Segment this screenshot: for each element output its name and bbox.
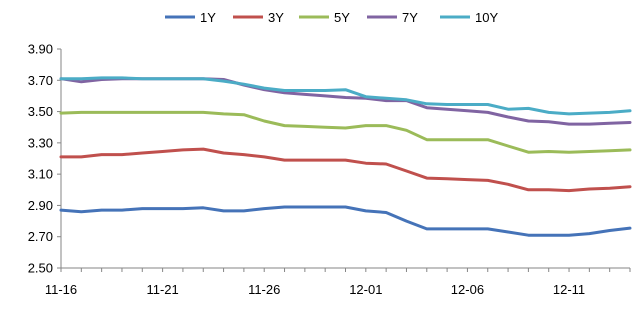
- y-tick-label: 2.50: [28, 261, 53, 276]
- x-tick-label: 11-21: [146, 282, 178, 297]
- y-tick-label: 3.10: [28, 167, 53, 182]
- series-line-3y: [59, 147, 632, 193]
- legend-label: 5Y: [334, 10, 350, 25]
- y-tick-label: 3.90: [28, 42, 53, 57]
- y-tick-label: 3.70: [28, 73, 53, 88]
- y-tick-label: 3.50: [28, 104, 53, 119]
- x-tick-label: 12-11: [553, 282, 585, 297]
- legend-label: 1Y: [200, 10, 216, 25]
- x-tick-label: 12-01: [349, 282, 382, 297]
- series-group: [59, 76, 632, 237]
- series-line-10y: [59, 76, 632, 116]
- series-line-5y: [59, 110, 632, 154]
- y-tick-label: 2.70: [28, 229, 53, 244]
- y-tick-label: 3.30: [28, 135, 53, 150]
- legend-label: 3Y: [268, 10, 284, 25]
- y-tick-label: 2.90: [28, 198, 53, 213]
- legend: 1Y 3Y 5Y 7Y 10Y: [165, 10, 498, 25]
- series-line-7y: [59, 77, 632, 126]
- x-tick-label: 11-16: [45, 282, 77, 297]
- axes: 3.90 3.70 3.50 3.30 3.10 2.90 2.70 2.50 11-16 11-…: [28, 42, 631, 297]
- legend-label: 10Y: [475, 10, 498, 25]
- legend-label: 7Y: [402, 10, 418, 25]
- x-tick-label: 12-06: [451, 282, 484, 297]
- series-line-1y: [59, 205, 632, 237]
- x-tick-label: 11-26: [248, 282, 280, 297]
